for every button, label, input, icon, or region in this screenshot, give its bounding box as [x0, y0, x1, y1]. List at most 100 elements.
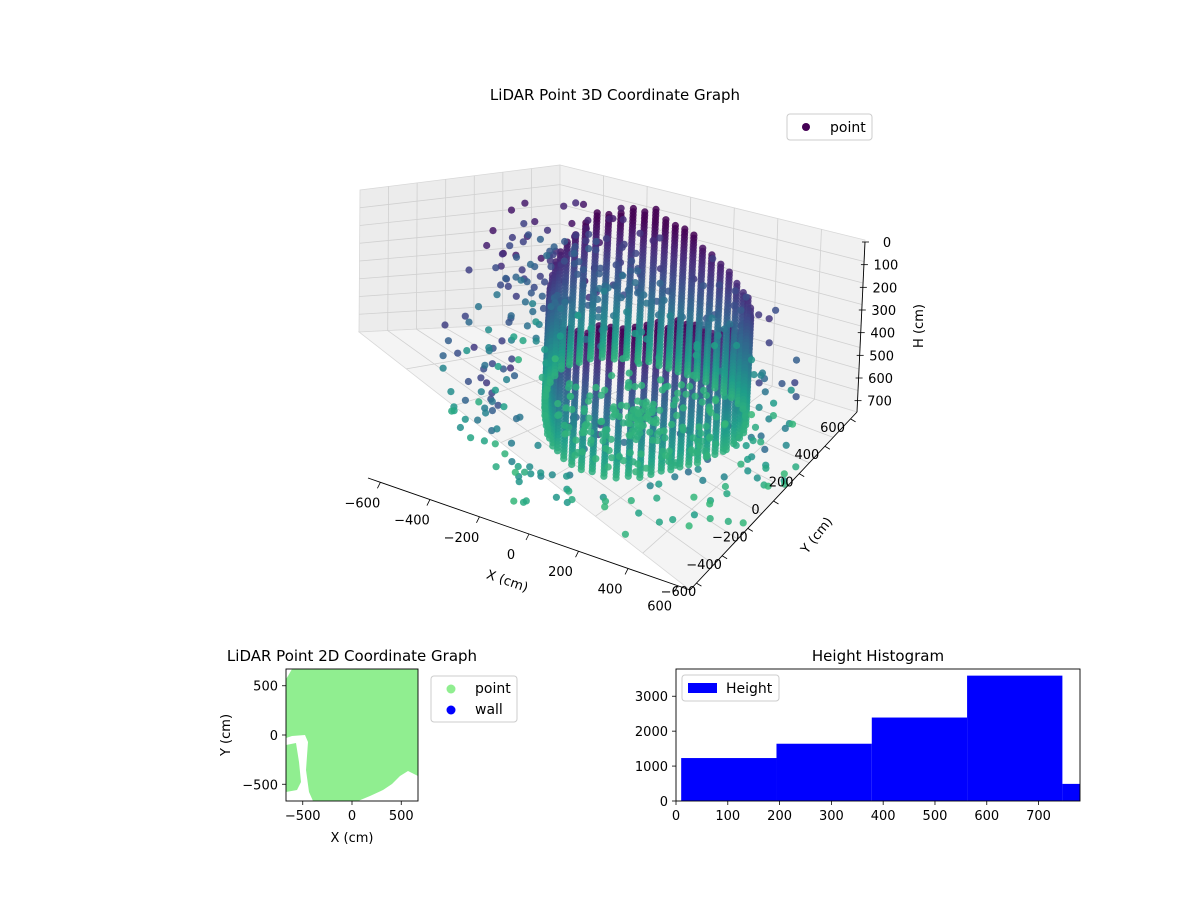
point-marker [492, 463, 500, 471]
point-marker [735, 434, 744, 442]
point-marker [526, 260, 535, 268]
point-marker [653, 494, 661, 502]
histogram-bar [1062, 783, 1080, 801]
point-marker [480, 437, 488, 445]
point-marker [711, 397, 720, 405]
point-marker [791, 379, 799, 387]
point-marker [637, 450, 645, 458]
point-marker [565, 487, 573, 495]
point-marker [456, 423, 464, 432]
point-marker [649, 400, 658, 408]
point-marker [506, 242, 514, 250]
point-marker [631, 329, 639, 338]
point-marker [504, 282, 512, 290]
point-marker [742, 293, 750, 301]
point-marker [579, 281, 587, 289]
point-marker [539, 304, 548, 312]
legend-3d: point [786, 113, 873, 141]
x-tick-mark-3d [525, 533, 530, 541]
point-marker [524, 231, 533, 239]
point-marker [665, 447, 673, 455]
point-marker [579, 266, 588, 274]
z-tick-label-3d: 100 [874, 259, 899, 274]
point-marker [707, 409, 715, 417]
point-marker [657, 376, 665, 384]
point-marker [608, 454, 616, 462]
point-marker [551, 299, 559, 307]
point-marker [647, 470, 655, 479]
point-marker [712, 440, 720, 448]
x-tick-mark-3d [674, 585, 678, 592]
point-marker [461, 396, 469, 404]
point-marker [518, 266, 526, 274]
x-axis-label-3d: X (cm) [484, 568, 530, 596]
y-tick-mark-3d [824, 445, 831, 450]
point-marker [461, 415, 469, 423]
point-marker [706, 515, 714, 523]
point-marker [788, 420, 797, 428]
x-tick-label-3d: 200 [548, 565, 573, 580]
point-marker [638, 328, 646, 336]
point-marker [693, 459, 702, 467]
point-marker [711, 384, 719, 392]
histogram-y-tick-label: 1000 [635, 760, 668, 775]
point-marker [702, 422, 710, 430]
point-marker [498, 250, 506, 258]
point-marker [586, 392, 594, 400]
point-marker [572, 436, 580, 444]
histogram-bar [776, 743, 872, 801]
point-marker [727, 394, 736, 402]
point-marker [647, 417, 655, 425]
histogram-x-tick-label: 500 [923, 809, 948, 824]
point-marker [656, 234, 664, 242]
point-marker [660, 427, 668, 435]
point-marker [612, 474, 620, 482]
point-marker [617, 204, 625, 212]
point-marker [757, 371, 765, 379]
point-marker [764, 482, 772, 490]
z-tick-label-3d: 700 [867, 395, 892, 410]
x-tick-mark-3d [624, 568, 629, 575]
point-marker [510, 333, 518, 341]
point-marker [566, 392, 574, 400]
point-marker [750, 371, 758, 379]
histogram-x-tick-label: 100 [715, 809, 740, 824]
point-region-main [286, 669, 418, 801]
point-marker [592, 383, 600, 392]
z-tick-label-3d: 0 [883, 236, 891, 251]
histogram-legend-label: Height [726, 681, 773, 697]
point-marker [541, 403, 549, 411]
point-marker [601, 503, 609, 511]
point-marker [679, 404, 687, 412]
point-marker [481, 361, 489, 369]
point-marker [497, 281, 505, 289]
legend-2d-label-wall: wall [475, 702, 503, 718]
histogram-bar [871, 717, 968, 801]
point-marker [655, 518, 664, 526]
x-tick-label-3d: 400 [598, 582, 623, 597]
point-marker [548, 471, 556, 479]
point-marker [599, 437, 607, 445]
histogram-y-tick-label: 2000 [635, 725, 668, 740]
point-marker [645, 358, 653, 366]
point-marker [674, 368, 682, 376]
point-marker [646, 428, 654, 436]
y-tick-label-3d: 0 [751, 503, 759, 518]
point-marker [609, 215, 617, 223]
point-marker [508, 233, 516, 242]
point-marker [690, 511, 699, 519]
point-marker [498, 337, 506, 345]
x-axis-ticks-2d: −500 0 500 [285, 801, 414, 824]
point-marker [574, 270, 582, 278]
point-marker [439, 364, 447, 372]
point-marker [568, 219, 576, 228]
point-marker [600, 287, 608, 295]
y-tick-label-3d: 600 [820, 421, 845, 436]
z-axis-label-3d: H (cm) [912, 304, 927, 348]
point-marker [500, 403, 508, 411]
y-tick-label-2d: 500 [253, 680, 278, 695]
histogram-x-tick-label: 200 [767, 809, 792, 824]
plot-3d-title: LiDAR Point 3D Coordinate Graph [490, 86, 740, 104]
z-axis-ticks-3d: 0 100 200 300 400 500 600 700 [854, 236, 899, 410]
point-marker [572, 231, 580, 239]
